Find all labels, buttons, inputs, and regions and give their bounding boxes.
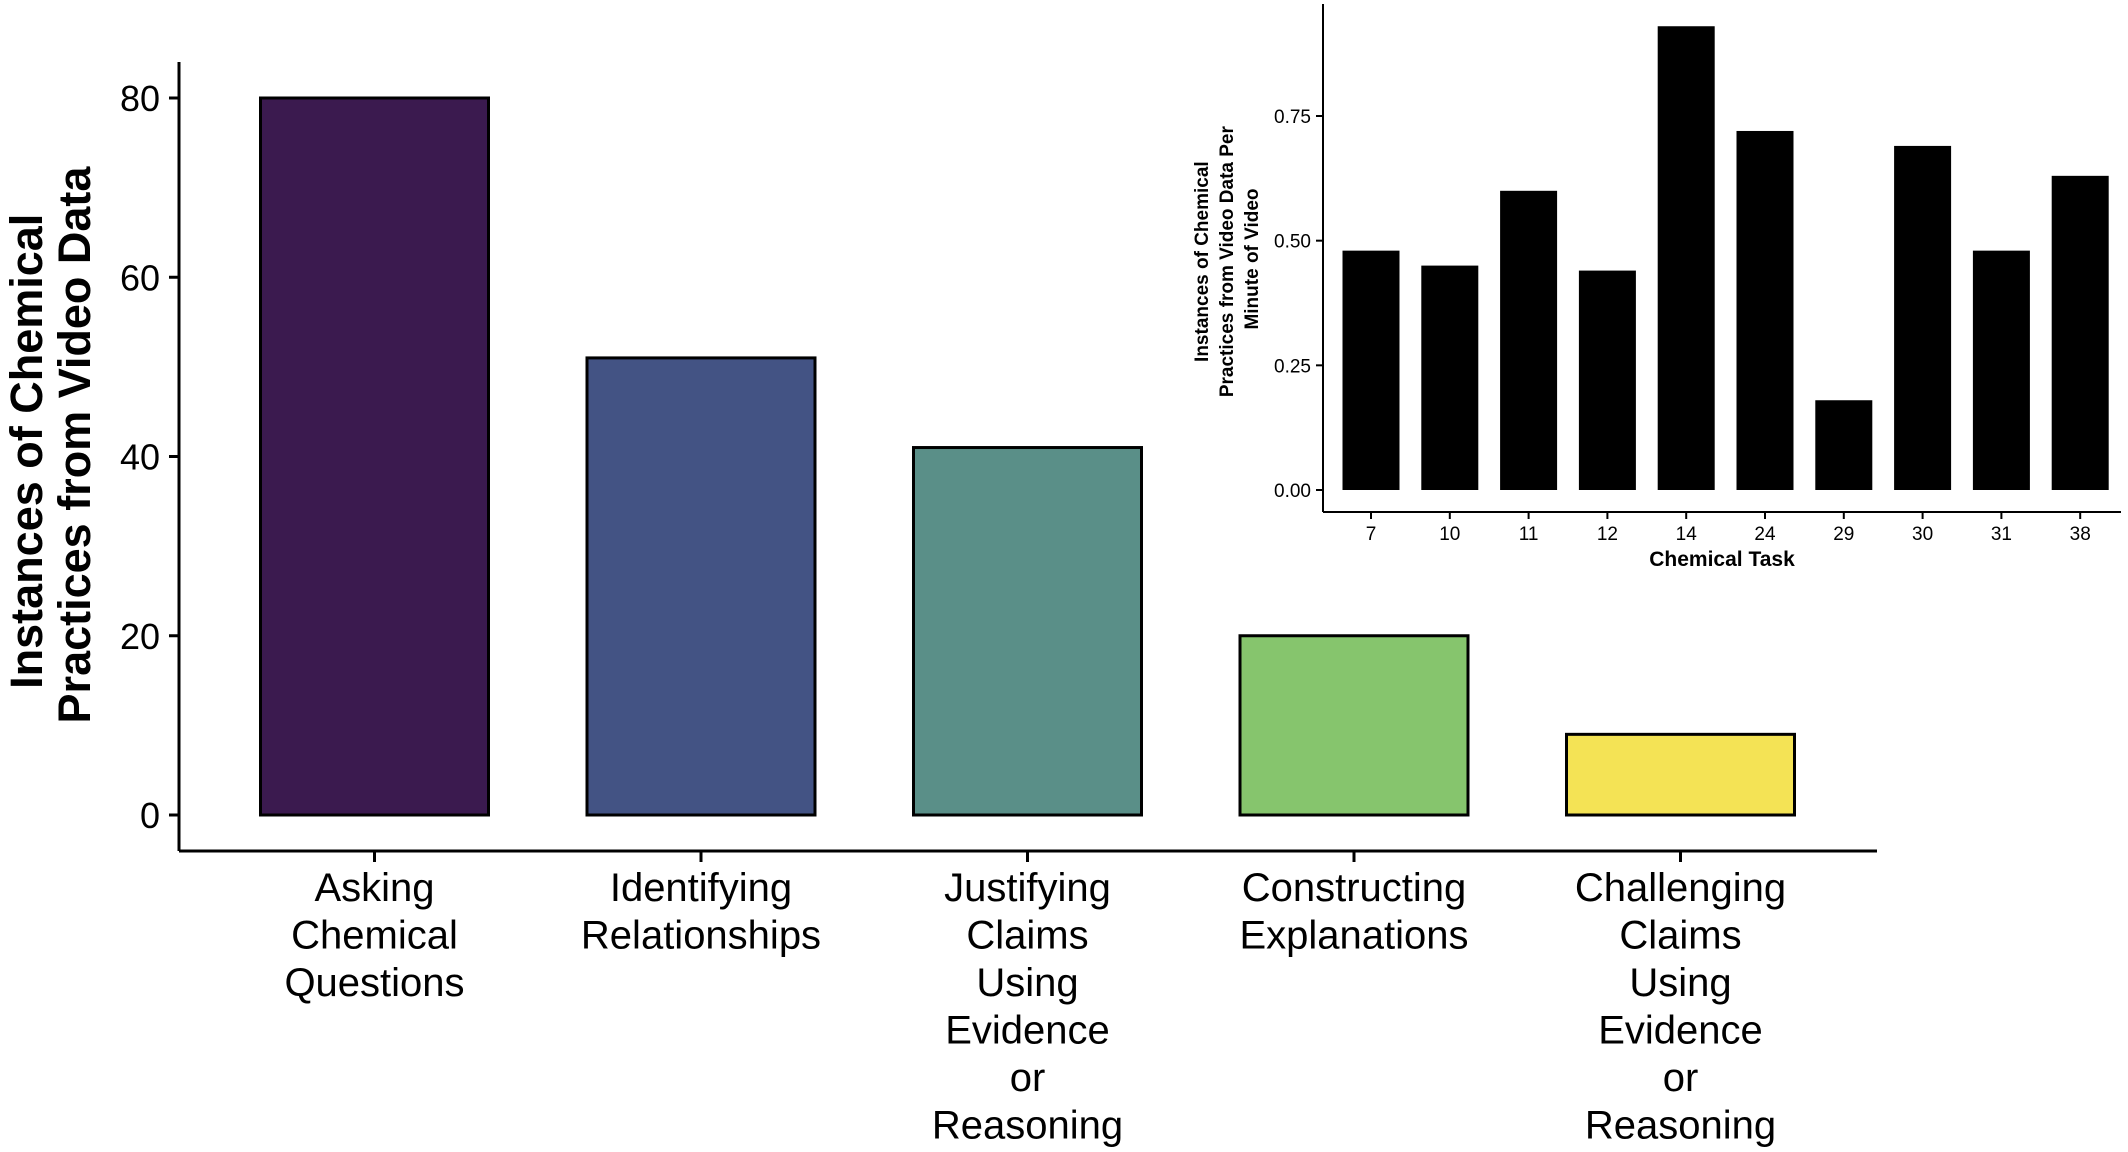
main-x-tick-label-line: Claims: [1619, 914, 1741, 958]
inset-bar-30: [1894, 145, 1952, 491]
main-y-axis-label-line-1: Instances of Chemical: [1, 214, 52, 689]
inset-y-axis-label-line-2: Practices from Video Data Per: [1217, 126, 1238, 398]
main-y-ticks: 0 20 40 60 80: [120, 78, 179, 836]
main-y-axis-label-line-2: Practices from Video Data: [49, 166, 100, 724]
main-bar-chart: 0 20 40 60 80 Asking Chemical Questions Identif…: [1, 62, 1877, 1148]
inset-y-tick-label: 0.25: [1274, 356, 1311, 377]
inset-x-tick-label: 14: [1676, 524, 1698, 545]
main-x-tick-label-line: Constructing: [1242, 866, 1467, 910]
main-x-tick-label: Asking Chemical Questions: [284, 866, 464, 1005]
main-x-tick-label-line: Using: [1629, 961, 1731, 1005]
main-x-tick-label-line: or: [1663, 1056, 1699, 1100]
main-x-tick-label-line: Evidence: [945, 1009, 1110, 1053]
inset-x-tick-label: 30: [1912, 524, 1933, 545]
main-y-tick-label: 60: [120, 257, 160, 298]
inset-bar-38: [2051, 175, 2109, 490]
main-y-axis-label: Instances of Chemical Practices from Vid…: [1, 166, 100, 724]
inset-x-tick-labels: 7 10 11 12 14 24 29 30 31 38: [1366, 512, 2091, 545]
inset-bar-14: [1657, 26, 1715, 491]
inset-bar-10: [1421, 265, 1479, 490]
inset-y-tick-label: 0.75: [1274, 107, 1311, 128]
inset-x-tick-label: 12: [1597, 524, 1618, 545]
main-y-tick-label: 40: [120, 437, 160, 478]
inset-y-axis-label: Instances of Chemical Practices from Vid…: [1192, 121, 1263, 397]
inset-bar-12: [1578, 270, 1636, 490]
inset-x-tick-label: 10: [1439, 524, 1460, 545]
main-x-tick-label: Challenging Claims Using Evidence or Reasonin…: [1575, 866, 1786, 1148]
main-x-tick-label-line: Explanations: [1239, 914, 1468, 958]
inset-x-tick-label: 31: [1991, 524, 2012, 545]
inset-x-tick-label: 24: [1754, 524, 1776, 545]
main-bars: [259, 96, 1796, 817]
main-bar-3: [912, 446, 1143, 817]
main-x-tick-label-line: Questions: [284, 961, 464, 1005]
main-y-tick-label: 0: [140, 795, 160, 836]
main-x-tick-label-line: or: [1010, 1056, 1046, 1100]
inset-bar-chart: 0.00 0.25 0.50 0.75 7 10 11 12 14 24 29 30 31 38 Che…: [1192, 4, 2121, 571]
main-x-tick-label: Constructing Explanations: [1239, 866, 1468, 958]
inset-bar-11: [1500, 190, 1558, 491]
main-x-tick-label: Identifying Relationships: [581, 866, 821, 958]
main-bar-2: [585, 356, 817, 817]
inset-y-tick-label: 0.00: [1274, 481, 1311, 502]
main-x-tick-label-line: Justifying: [944, 866, 1111, 910]
inset-axes: [1322, 4, 2121, 513]
inset-bar-24: [1736, 130, 1794, 490]
main-x-tick-label-line: Claims: [966, 914, 1088, 958]
inset-bar-7: [1342, 250, 1400, 490]
main-x-tick-label-line: Chemical: [291, 914, 458, 958]
main-x-tick-labels: Asking Chemical Questions Identifying Relati…: [284, 851, 1786, 1148]
inset-x-tick-label: 7: [1366, 524, 1377, 545]
main-x-tick-label-line: Reasoning: [932, 1104, 1123, 1148]
inset-x-tick-label: 11: [1519, 524, 1539, 545]
inset-bar-31: [1972, 250, 2030, 490]
main-x-tick-label-line: Evidence: [1598, 1009, 1763, 1053]
main-x-tick-label: Justifying Claims Using Evidence or Reasoning: [932, 866, 1123, 1148]
main-x-tick-label-line: Reasoning: [1585, 1104, 1776, 1148]
main-x-tick-label-line: Relationships: [581, 914, 821, 958]
main-bar-1: [259, 96, 490, 817]
inset-y-tick-label: 0.50: [1274, 232, 1311, 253]
main-x-tick-label-line: Using: [976, 961, 1078, 1005]
inset-x-tick-label: 38: [2070, 524, 2091, 545]
inset-y-ticks: 0.00 0.25 0.50 0.75: [1274, 107, 1323, 502]
main-bar-5: [1565, 732, 1796, 817]
inset-x-axis-label: Chemical Task: [1649, 548, 1795, 571]
inset-bar-29: [1815, 400, 1873, 490]
inset-y-axis-label-line-1: Instances of Chemical: [1192, 161, 1213, 362]
main-x-tick-label-line: Challenging: [1575, 866, 1786, 910]
main-y-tick-label: 20: [120, 616, 160, 657]
main-bar-4: [1238, 634, 1470, 817]
main-x-tick-label-line: Asking: [314, 866, 434, 910]
inset-bars: [1342, 26, 2109, 491]
inset-y-axis-label-line-3: Minute of Video: [1242, 188, 1263, 329]
inset-x-tick-label: 29: [1833, 524, 1854, 545]
main-x-tick-label-line: Identifying: [610, 866, 792, 910]
main-y-tick-label: 80: [120, 78, 160, 119]
